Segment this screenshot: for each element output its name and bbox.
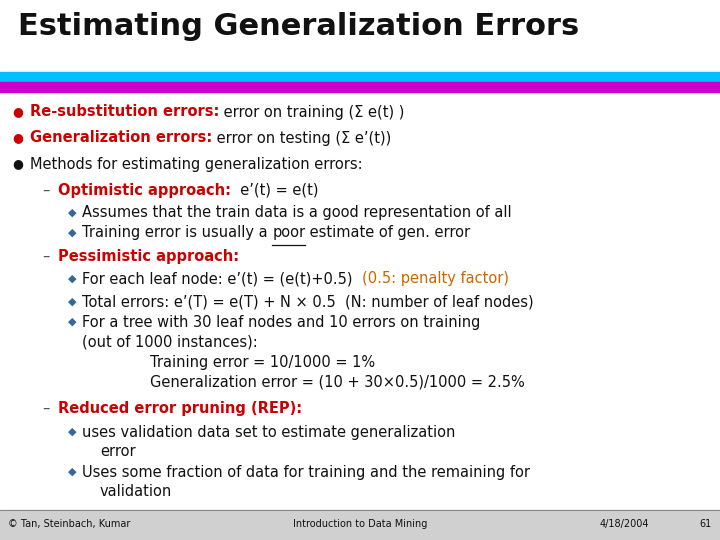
Text: ◆: ◆	[68, 467, 76, 477]
Text: validation: validation	[100, 484, 172, 500]
Text: e’(t) = e(t): e’(t) = e(t)	[231, 183, 318, 198]
Text: Optimistic approach:: Optimistic approach:	[58, 183, 231, 198]
Text: (0.5: penalty factor): (0.5: penalty factor)	[361, 272, 509, 287]
Text: error on testing (Σ e’(t)): error on testing (Σ e’(t))	[212, 131, 392, 145]
Text: error on training (Σ e(t) ): error on training (Σ e(t) )	[220, 105, 405, 119]
Text: 4/18/2004: 4/18/2004	[600, 519, 649, 529]
Text: © Tan, Steinbach, Kumar: © Tan, Steinbach, Kumar	[8, 519, 130, 529]
Text: Reduced error pruning (REP):: Reduced error pruning (REP):	[58, 401, 302, 415]
Text: ◆: ◆	[68, 297, 76, 307]
Text: ◆: ◆	[68, 317, 76, 327]
Text: Uses some fraction of data for training and the remaining for: Uses some fraction of data for training …	[82, 464, 530, 480]
Text: Re-substitution errors:: Re-substitution errors:	[30, 105, 220, 119]
Text: Generalization error = (10 + 30×0.5)/1000 = 2.5%: Generalization error = (10 + 30×0.5)/100…	[150, 375, 525, 389]
Text: –: –	[42, 248, 50, 264]
Text: ◆: ◆	[68, 427, 76, 437]
Text: 61: 61	[700, 519, 712, 529]
Text: Pessimistic approach:: Pessimistic approach:	[58, 248, 239, 264]
Text: Generalization errors:: Generalization errors:	[30, 131, 212, 145]
Text: ●: ●	[12, 158, 23, 171]
Text: estimate of gen. error: estimate of gen. error	[305, 226, 470, 240]
Text: Introduction to Data Mining: Introduction to Data Mining	[293, 519, 427, 529]
Text: Total errors: e’(T) = e(T) + N × 0.5  (N: number of leaf nodes): Total errors: e’(T) = e(T) + N × 0.5 (N:…	[82, 294, 534, 309]
Text: Methods for estimating generalization errors:: Methods for estimating generalization er…	[30, 157, 363, 172]
Text: Training error = 10/1000 = 1%: Training error = 10/1000 = 1%	[150, 354, 375, 369]
Text: –: –	[42, 401, 50, 415]
Text: ●: ●	[12, 105, 23, 118]
Text: For each leaf node: e’(t) = (e(t)+0.5): For each leaf node: e’(t) = (e(t)+0.5)	[82, 272, 361, 287]
Text: For a tree with 30 leaf nodes and 10 errors on training: For a tree with 30 leaf nodes and 10 err…	[82, 314, 480, 329]
Text: ◆: ◆	[68, 274, 76, 284]
Text: Training error is usually a: Training error is usually a	[82, 226, 272, 240]
Text: ◆: ◆	[68, 228, 76, 238]
Text: (out of 1000 instances):: (out of 1000 instances):	[82, 334, 258, 349]
Text: Assumes that the train data is a good representation of all: Assumes that the train data is a good re…	[82, 206, 512, 220]
Text: uses validation data set to estimate generalization: uses validation data set to estimate gen…	[82, 424, 455, 440]
Text: Estimating Generalization Errors: Estimating Generalization Errors	[18, 12, 580, 41]
Text: –: –	[42, 183, 50, 198]
Text: poor: poor	[272, 226, 305, 240]
Text: ◆: ◆	[68, 208, 76, 218]
Text: ●: ●	[12, 132, 23, 145]
Text: error: error	[100, 444, 135, 460]
